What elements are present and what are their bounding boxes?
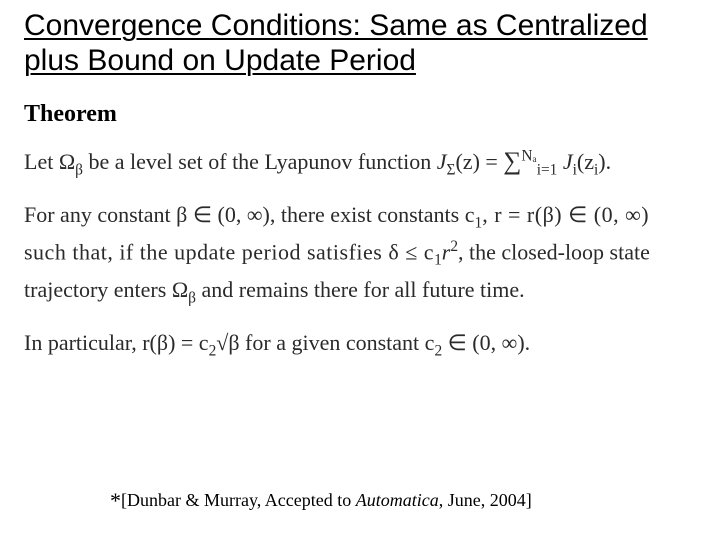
sub-2b: 2 bbox=[434, 343, 442, 360]
slide-title: Convergence Conditions: Same as Centrali… bbox=[24, 8, 696, 79]
text: For any constant β ∈ (0, ∞), there exist… bbox=[24, 202, 475, 227]
text: (z bbox=[577, 149, 594, 174]
theorem-line-2: For any constant β ∈ (0, ∞), there exist… bbox=[24, 198, 696, 310]
sum-symbol: ∑ bbox=[503, 147, 521, 175]
text: ∈ (0, ∞). bbox=[442, 330, 530, 355]
math-j: J bbox=[437, 149, 447, 174]
text: √β for a given constant c bbox=[216, 330, 434, 355]
sup-2: 2 bbox=[450, 238, 458, 255]
text: Let Ω bbox=[24, 149, 75, 174]
theorem-line-1: Let Ωβ be a level set of the Lyapunov fu… bbox=[24, 142, 696, 182]
text: be a level set of the Lyapunov function bbox=[83, 149, 437, 174]
sub-1b: 1 bbox=[434, 252, 442, 269]
citation: *[Dunbar & Murray, Accepted to Automatic… bbox=[110, 488, 532, 514]
text: In particular, r(β) = c bbox=[24, 330, 209, 355]
cite-star: * bbox=[110, 488, 121, 513]
sum-lower: i=1 bbox=[537, 161, 558, 178]
cite-text: [Dunbar & Murray, Accepted to bbox=[121, 490, 356, 510]
text: and remains there for all future time. bbox=[196, 277, 525, 302]
cite-text2: , June, 2004] bbox=[439, 490, 532, 510]
theorem-label: Theorem bbox=[24, 101, 696, 128]
cite-journal: Automatica bbox=[356, 490, 439, 510]
math-ji: J bbox=[557, 149, 572, 174]
sum-upper: Nₐ bbox=[521, 147, 536, 164]
text: (z) = bbox=[455, 149, 503, 174]
sub-beta: β bbox=[75, 161, 83, 178]
sub-beta2: β bbox=[188, 289, 196, 306]
theorem-line-3: In particular, r(β) = c 2√β for a given c… bbox=[24, 326, 696, 363]
text: ). bbox=[598, 149, 611, 174]
